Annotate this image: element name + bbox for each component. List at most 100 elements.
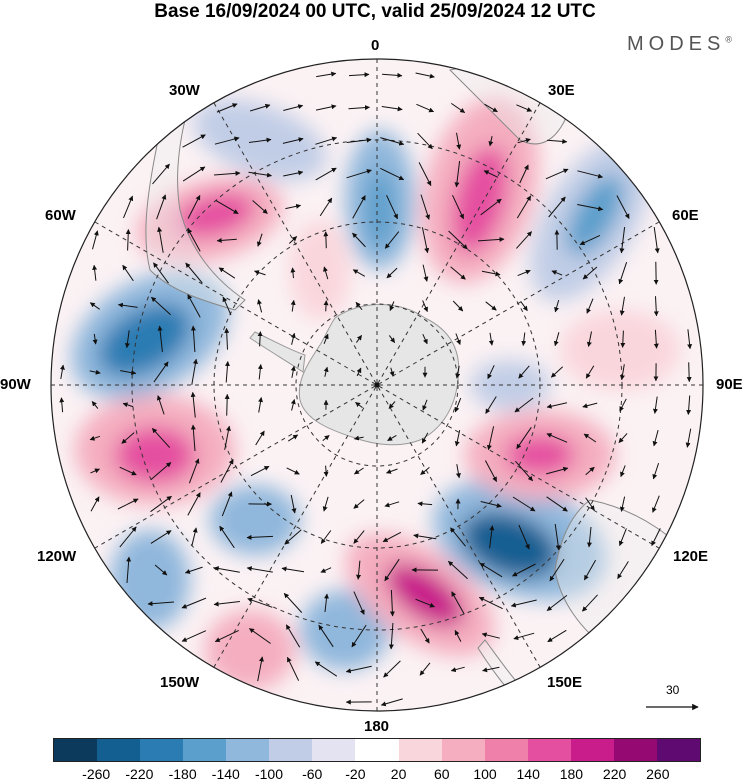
wind-arrow (546, 595, 568, 611)
wind-arrow (488, 332, 494, 346)
wind-arrow (422, 399, 428, 411)
wind-arrow (224, 327, 230, 350)
wind-arrow (620, 465, 626, 478)
wind-arrow (546, 466, 569, 475)
wind-arrow (151, 296, 171, 316)
wind-arrow (119, 526, 137, 548)
colorbar-tick-label: -180 (168, 766, 197, 782)
wind-arrow (653, 227, 660, 254)
wind-arrow (618, 433, 628, 443)
wind-arrow (382, 531, 402, 543)
wind-arrow (553, 332, 560, 347)
wind-arrow (353, 435, 364, 441)
wind-arrow (517, 138, 531, 144)
wind-arrow (483, 170, 499, 178)
wind-arrow (224, 425, 231, 450)
wind-arrow (221, 491, 233, 517)
wind-arrow (452, 300, 464, 312)
wind-arrow (283, 593, 303, 613)
wind-arrow (319, 197, 333, 217)
wind-arrow (454, 629, 462, 642)
lon-label-90w: 90W (0, 376, 31, 393)
wind-arrow (579, 234, 601, 246)
wind-arrow (316, 71, 337, 78)
wind-arrow (216, 237, 237, 243)
wind-arrow (512, 496, 536, 512)
wind-arrow (184, 566, 203, 574)
colorbar-cell (312, 739, 356, 761)
wind-arrow (421, 432, 429, 444)
wind-arrow (218, 267, 236, 279)
wind-arrow (485, 301, 497, 311)
wind-arrow (323, 300, 329, 312)
wind-arrow (285, 203, 302, 210)
wind-arrow (191, 527, 198, 547)
reference-vector-arrow (646, 703, 699, 711)
antarctica-landmass (298, 304, 460, 446)
wind-arrow (651, 528, 661, 547)
colorbar-cell (656, 739, 700, 761)
wind-arrow (59, 397, 65, 413)
wind-arrow (214, 629, 239, 643)
wind-arrow (187, 194, 201, 219)
wind-arrow (283, 170, 304, 177)
brand-mark: ® (725, 34, 732, 45)
wind-arrow (582, 266, 598, 280)
wind-arrow (122, 264, 134, 282)
wind-arrow (215, 199, 239, 215)
colorbar-tick-label: 220 (602, 766, 627, 782)
wind-arrow (687, 329, 693, 350)
wind-arrow (586, 331, 592, 347)
colorbar-tick-label: 60 (434, 766, 450, 782)
wind-arrow (151, 428, 171, 448)
wind-arrow (388, 622, 394, 650)
wind-arrow (619, 496, 626, 512)
colorbar-cell (570, 739, 614, 761)
wind-arrow (284, 529, 302, 545)
wind-arrow (618, 528, 627, 547)
wind-arrow (516, 427, 532, 450)
lon-label-60w: 60W (45, 207, 76, 224)
south-pole-marker (374, 382, 380, 388)
wind-arrow (686, 362, 692, 383)
wind-arrow (315, 104, 337, 111)
map-border (50, 58, 704, 712)
wind-arrow (320, 567, 332, 573)
wind-arrow (353, 530, 365, 544)
wind-arrow (224, 393, 230, 416)
wind-arrow (185, 262, 203, 284)
wind-arrow (352, 195, 366, 219)
wind-arrow (389, 589, 395, 617)
wind-arrow (547, 629, 567, 643)
wind-arrow (549, 558, 565, 582)
wind-arrow (380, 137, 405, 146)
wind-arrow (249, 103, 271, 112)
wind-arrow (255, 430, 265, 446)
wind-arrow (352, 269, 366, 277)
wind-arrow (322, 435, 330, 441)
wind-arrow (620, 330, 626, 348)
colorbar-cell (269, 739, 313, 761)
wind-arrow (652, 429, 659, 447)
wind-arrow (583, 433, 597, 443)
wind-arrow (351, 624, 367, 648)
colorbar-tick-label: -100 (254, 766, 284, 782)
wind-arrow (248, 171, 272, 178)
wind-arrow (190, 391, 196, 418)
wind-arrow (323, 465, 329, 477)
wind-arrow (388, 401, 396, 409)
wind-arrow (386, 468, 398, 474)
wind-arrow (123, 195, 134, 219)
wind-vectors (59, 71, 693, 707)
wind-arrow (481, 270, 501, 277)
colorbar-tick-label: 100 (473, 766, 497, 782)
wind-arrow (685, 428, 692, 448)
colorbar-tick-label: 260 (646, 766, 670, 782)
colorbar-tick-label: 180 (559, 766, 584, 782)
wind-arrow (187, 492, 201, 516)
wind-arrow (150, 462, 172, 480)
wind-arrow (547, 138, 568, 144)
brand-text: MODES (627, 33, 726, 55)
wind-arrow (187, 228, 201, 252)
wind-arrow (487, 365, 495, 380)
